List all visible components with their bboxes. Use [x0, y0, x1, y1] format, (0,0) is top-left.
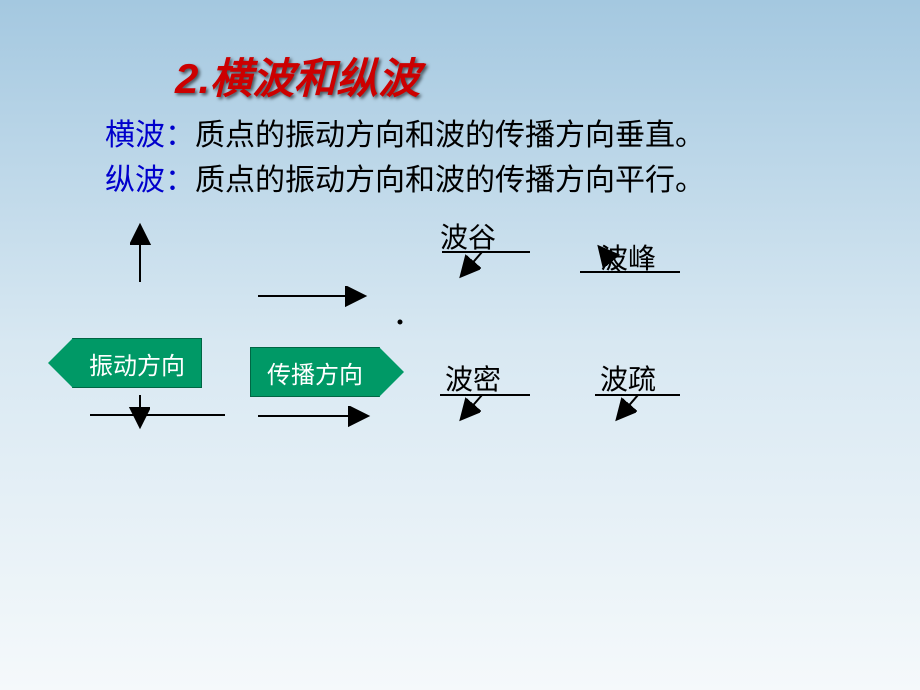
term-trough: 波谷: [440, 216, 496, 256]
term-compression: 波密: [445, 358, 501, 398]
term-crest: 波峰: [600, 237, 656, 277]
definition-longitudinal-text: 质点的振动方向和波的传播方向平行。: [195, 164, 705, 197]
slide-title: 2.横波和纵波: [175, 45, 420, 106]
callout-vibration-label: 振动方向: [89, 346, 185, 381]
definition-transverse-label: 横波：: [105, 119, 195, 152]
term-rarefaction: 波疏: [600, 358, 656, 398]
definition-transverse: 横波：质点的振动方向和波的传播方向垂直。: [105, 110, 705, 154]
definition-transverse-text: 质点的振动方向和波的传播方向垂直。: [195, 119, 705, 152]
callout-propagation-label: 传播方向: [267, 355, 363, 390]
callout-propagation-direction: 传播方向: [250, 347, 380, 397]
callout-vibration-direction: 振动方向: [72, 338, 202, 388]
definition-longitudinal: 纵波：质点的振动方向和波的传播方向平行。: [105, 155, 705, 199]
definition-longitudinal-label: 纵波：: [105, 164, 195, 197]
